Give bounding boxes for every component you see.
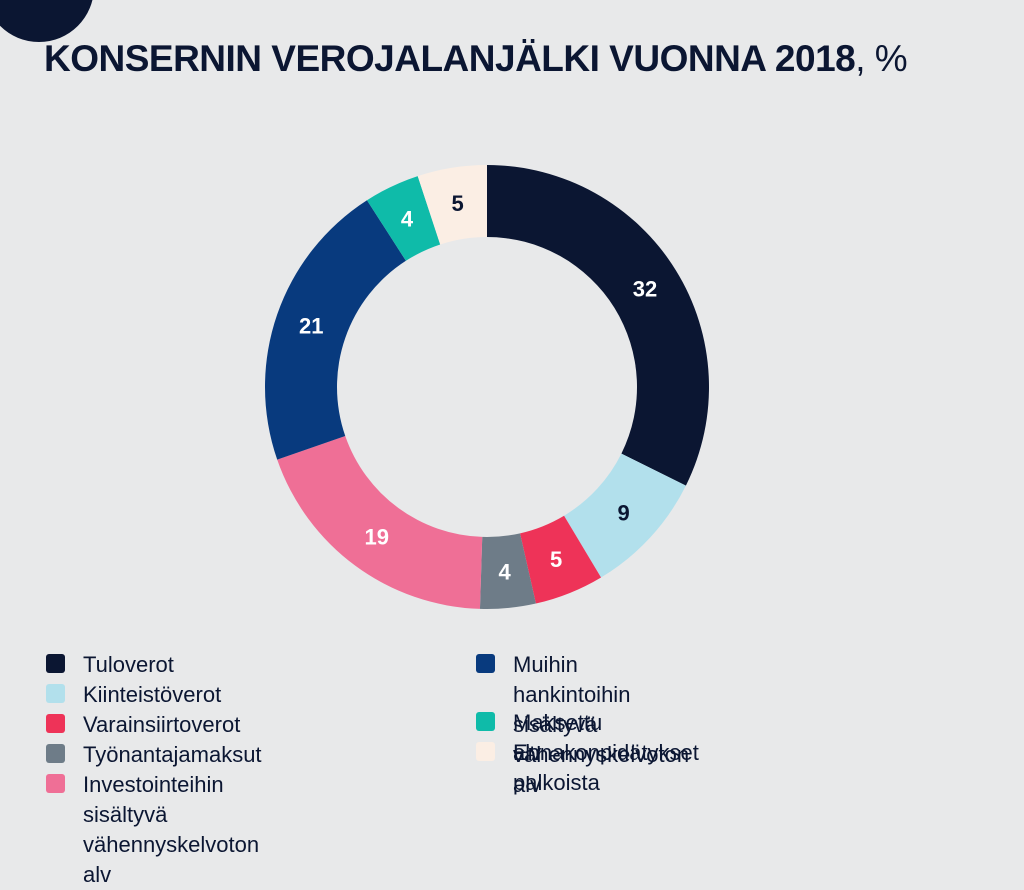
donut-slice [366,176,441,261]
slice-value-label: 19 [364,524,388,549]
legend-item: Ennakonpidätykset palkoista [476,738,699,798]
donut-slice [479,533,536,609]
donut-slice [520,515,602,604]
donut-slice [487,165,710,486]
donut-slice [264,200,406,460]
slice-value-label: 4 [499,560,512,585]
slice-value-label: 5 [451,191,463,216]
legend-label: Työnantajamaksut [83,742,262,767]
legend-item: Varainsiirtoverot [46,710,240,740]
legend-label: Kiinteistöverot [83,682,222,707]
legend-swatch [46,774,65,793]
donut-slice [417,165,487,245]
legend-label: Investointeihin sisältyvä vähennyskelvot… [83,772,260,887]
legend-item: Kiinteistöverot [46,680,221,710]
legend-item: Työnantajamaksut [46,740,262,770]
legend-swatch [476,654,495,673]
legend-swatch [46,684,65,703]
legend-label: Ennakonpidätykset palkoista [513,740,699,795]
legend-swatch [46,714,65,733]
chart-title-main: KONSERNIN VEROJALANJÄLKI VUONNA 2018 [44,38,856,79]
donut-slice [277,436,483,609]
legend-item: Investointeihin sisältyvä vähennyskelvot… [46,770,259,890]
slice-value-label: 5 [550,547,562,572]
legend-item: Muihin hankintoihin sisältyvä vähennyske… [476,650,689,800]
legend-item: Tuloverot [46,650,174,680]
legend-label: Varainsiirtoverot [83,712,241,737]
chart-title: KONSERNIN VEROJALANJÄLKI VUONNA 2018, % [44,38,908,80]
legend-label: Tuloverot [83,652,174,677]
slice-value-label: 9 [618,501,630,526]
legend-item: Maksettu alv [476,708,602,768]
donut-slice [564,453,686,578]
legend-swatch [46,744,65,763]
legend-swatch [46,654,65,673]
chart-title-unit: , % [855,38,908,79]
legend-swatch [476,712,495,731]
donut-chart: 32 9 5 4 19 21 4 5 [264,165,710,609]
legend-label: Maksettu alv [513,710,603,765]
legend-label: Muihin hankintoihin sisältyvä vähennyske… [513,652,690,797]
legend-swatch [476,742,495,761]
slice-value-label: 21 [299,314,323,339]
slice-value-label: 4 [401,207,414,232]
slice-value-label: 32 [633,276,657,301]
